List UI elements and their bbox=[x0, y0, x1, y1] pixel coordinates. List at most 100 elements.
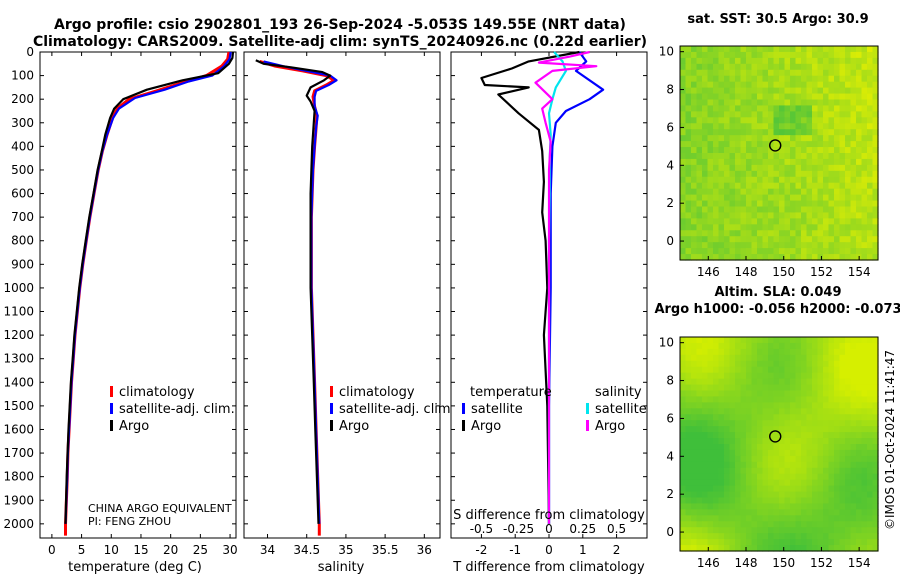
sst-map-cell bbox=[790, 224, 797, 231]
sst-map-cell bbox=[850, 129, 857, 136]
sla-map-cell bbox=[784, 348, 791, 356]
sla-map-cell bbox=[751, 485, 758, 493]
sst-map-cell bbox=[845, 170, 852, 178]
sst-map-cell bbox=[861, 93, 868, 101]
sst-map-cell bbox=[850, 164, 857, 172]
sst-map-cell bbox=[867, 141, 874, 148]
sla-map-cell bbox=[779, 497, 786, 505]
sst-map-cell bbox=[806, 141, 813, 148]
sst-map-cell bbox=[702, 153, 709, 160]
sst-map-cell bbox=[845, 93, 852, 101]
sla-map-cell bbox=[751, 521, 758, 528]
sst-map-cell bbox=[740, 212, 747, 219]
sst-map-cell bbox=[718, 87, 725, 95]
sla-map-cell bbox=[762, 408, 769, 415]
sla-map-cell bbox=[834, 455, 841, 463]
sst-map-cell bbox=[817, 63, 824, 71]
sst-map-cell bbox=[757, 236, 764, 243]
sla-map-cell bbox=[779, 461, 786, 469]
sst-map-cell bbox=[856, 57, 863, 65]
sst-map-cell bbox=[817, 218, 824, 225]
sla-map-cell bbox=[823, 354, 830, 362]
sla-map-cell bbox=[724, 348, 731, 356]
sla-map-y-tick-label: 0 bbox=[666, 525, 674, 539]
y-tick-label: 1500 bbox=[3, 399, 34, 413]
sst-map-cell bbox=[751, 153, 758, 160]
sst-map-cell bbox=[850, 218, 857, 225]
sla-map-cell bbox=[735, 337, 742, 344]
sst-map-cell bbox=[691, 129, 698, 136]
sla-map-cell bbox=[751, 420, 758, 427]
sla-map-cell bbox=[702, 449, 709, 457]
sla-map-cell bbox=[768, 485, 775, 493]
sla-map-cell bbox=[680, 396, 687, 403]
sst-map-cell bbox=[839, 218, 846, 225]
sla-map-cell bbox=[729, 539, 736, 546]
sla-map-cell bbox=[762, 455, 769, 463]
sst-map-cell bbox=[718, 248, 725, 255]
sst-map-cell bbox=[850, 153, 857, 160]
sla-map-cell bbox=[828, 354, 835, 362]
sst-map-cell bbox=[762, 164, 769, 172]
sst-map-cell bbox=[757, 99, 764, 107]
sst-map-cell bbox=[856, 117, 863, 124]
sla-map-cell bbox=[867, 402, 874, 409]
sla-map-cell bbox=[839, 432, 846, 439]
sst-map-cell bbox=[784, 182, 791, 190]
sst-map-cell bbox=[751, 200, 758, 208]
sla-map-cell bbox=[867, 348, 874, 356]
sst-map-cell bbox=[713, 99, 720, 107]
sla-map-cell bbox=[861, 455, 868, 463]
sla-map-cell bbox=[740, 449, 747, 457]
sla-map-cell bbox=[718, 396, 725, 403]
sst-map-cell bbox=[735, 111, 742, 118]
sst-map-cell bbox=[757, 176, 764, 184]
sst-map-cell bbox=[768, 182, 775, 190]
sla-map-cell bbox=[867, 372, 874, 380]
sla-map-cell bbox=[861, 432, 868, 439]
sst-map-cell bbox=[872, 99, 879, 107]
sla-map-cell bbox=[867, 479, 874, 487]
sst-map-cell bbox=[685, 153, 692, 160]
salinity-x-tick-label: 35 bbox=[338, 543, 353, 557]
sla-map-cell bbox=[751, 533, 758, 540]
sst-map-cell bbox=[834, 111, 841, 118]
sst-map-cell bbox=[779, 206, 786, 214]
sla-map-cell bbox=[790, 533, 797, 540]
sla-map-cell bbox=[751, 449, 758, 457]
sla-map-cell bbox=[768, 432, 775, 439]
sst-map-cell bbox=[746, 69, 753, 77]
sst-map-cell bbox=[757, 46, 764, 53]
sla-map-cell bbox=[702, 337, 709, 344]
sst-map-cell bbox=[784, 46, 791, 53]
sla-map-cell bbox=[680, 503, 687, 510]
sla-map-cell bbox=[806, 342, 813, 350]
sla-map-cell bbox=[790, 414, 797, 421]
sst-map-cell bbox=[872, 242, 879, 249]
sla-map-cell bbox=[718, 426, 725, 433]
sla-map-cell bbox=[845, 497, 852, 505]
sla-map-cell bbox=[702, 402, 709, 409]
sla-map-cell bbox=[795, 354, 802, 362]
sla-map-cell bbox=[685, 408, 692, 415]
sst-map-cell bbox=[691, 254, 698, 261]
sst-map-cell bbox=[845, 46, 852, 53]
sla-map-cell bbox=[834, 444, 841, 451]
sla-map-cell bbox=[724, 378, 731, 386]
difference-legend-salinity-title: salinity bbox=[595, 385, 642, 400]
sla-map-cell bbox=[779, 491, 786, 499]
sla-map-cell bbox=[867, 527, 874, 534]
sst-map-cell bbox=[718, 194, 725, 202]
sla-map-cell bbox=[856, 473, 863, 481]
sst-map-cell bbox=[751, 242, 758, 249]
sst-map-cell bbox=[768, 81, 775, 89]
sla-map-cell bbox=[790, 372, 797, 380]
sla-map-cell bbox=[801, 509, 808, 516]
sla-map-cell bbox=[680, 432, 687, 439]
sst-map-cell bbox=[707, 75, 714, 83]
sla-map-cell bbox=[702, 366, 709, 374]
sla-map-cell bbox=[746, 485, 753, 493]
sla-map-cell bbox=[834, 378, 841, 386]
sla-map-cell bbox=[861, 473, 868, 481]
sla-map-cell bbox=[861, 420, 868, 427]
